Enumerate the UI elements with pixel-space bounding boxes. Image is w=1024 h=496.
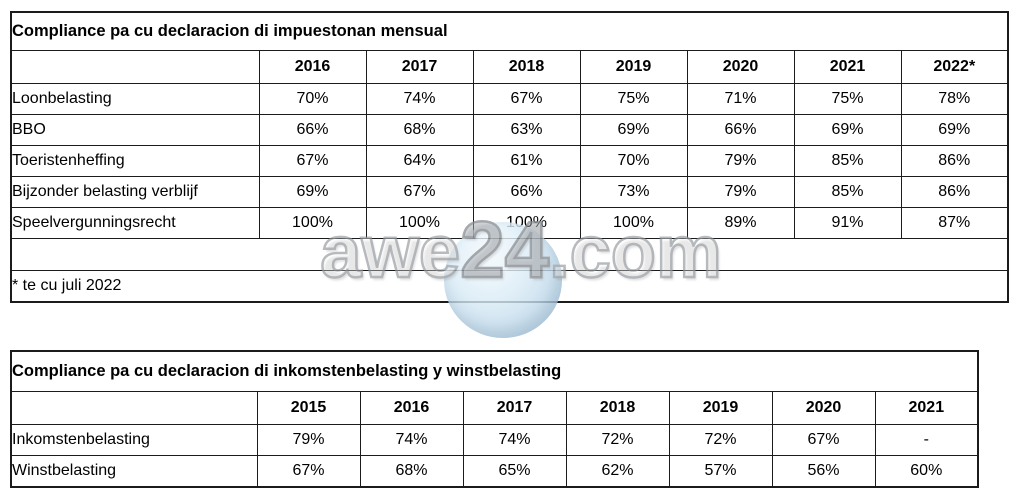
table-row: Loonbelasting 70% 74% 67% 75% 71% 75% 78% — [10, 83, 1009, 115]
year-header-cell: 2022* — [900, 50, 1009, 84]
value-cell: 66% — [258, 114, 367, 146]
value-cell: 67% — [258, 145, 367, 177]
row-label-cell: Inkomstenbelasting — [10, 424, 258, 456]
row-label-cell: Toeristenheffing — [10, 145, 260, 177]
value-cell: 70% — [258, 83, 367, 115]
value-cell: 65% — [462, 455, 567, 488]
value-cell: 85% — [793, 176, 902, 208]
table-title-row: Compliance pa cu declaracion di inkomste… — [10, 350, 979, 392]
year-header-cell: 2019 — [668, 391, 773, 425]
table-row: Toeristenheffing 67% 64% 61% 70% 79% 85% 86% — [10, 145, 1009, 177]
value-cell: 75% — [793, 83, 902, 115]
value-cell: 61% — [472, 145, 581, 177]
table-row: BBO 66% 68% 63% 69% 66% 69% 69% — [10, 114, 1009, 146]
value-cell: 57% — [668, 455, 773, 488]
table1-title: Compliance pa cu declaracion di impuesto… — [10, 11, 1009, 51]
monthly-tax-compliance-table: Compliance pa cu declaracion di impuesto… — [10, 11, 1010, 303]
value-cell: 66% — [472, 176, 581, 208]
year-header-cell: 2021 — [874, 391, 979, 425]
value-cell: 91% — [793, 207, 902, 239]
year-header-cell: 2018 — [472, 50, 581, 84]
value-cell: 86% — [900, 145, 1009, 177]
table-header-row: 2015 2016 2017 2018 2019 2020 2021 — [10, 391, 979, 425]
year-header-cell: 2021 — [793, 50, 902, 84]
table2-title: Compliance pa cu declaracion di inkomste… — [10, 350, 979, 392]
value-cell: 70% — [579, 145, 688, 177]
value-cell: 100% — [365, 207, 474, 239]
row-label-cell: Winstbelasting — [10, 455, 258, 488]
value-cell: 79% — [686, 176, 795, 208]
value-cell: 69% — [900, 114, 1009, 146]
year-header-cell: 2016 — [359, 391, 464, 425]
value-cell: 100% — [472, 207, 581, 239]
value-cell: 79% — [686, 145, 795, 177]
empty-spacer-cell — [10, 238, 1009, 271]
year-header-cell: 2017 — [365, 50, 474, 84]
value-cell: 67% — [256, 455, 361, 488]
value-cell: 100% — [579, 207, 688, 239]
table-row: Bijzonder belasting verblijf 69% 67% 66% 73%… — [10, 176, 1009, 208]
row-label-cell: Bijzonder belasting verblijf — [10, 176, 260, 208]
income-profit-tax-compliance-table: Compliance pa cu declaracion di inkomste… — [10, 350, 980, 488]
value-cell: 67% — [472, 83, 581, 115]
table-footnote-row: * te cu juli 2022 — [10, 270, 1009, 303]
value-cell: 86% — [900, 176, 1009, 208]
value-cell: 87% — [900, 207, 1009, 239]
value-cell: 85% — [793, 145, 902, 177]
value-cell: 74% — [462, 424, 567, 456]
table1-footnote: * te cu juli 2022 — [10, 270, 1009, 303]
value-cell: 68% — [365, 114, 474, 146]
value-cell: 72% — [668, 424, 773, 456]
value-cell: 56% — [771, 455, 876, 488]
value-cell: 63% — [472, 114, 581, 146]
row-label-cell: BBO — [10, 114, 260, 146]
table-header-row: 2016 2017 2018 2019 2020 2021 2022* — [10, 50, 1009, 84]
value-cell: - — [874, 424, 979, 456]
value-cell: 79% — [256, 424, 361, 456]
year-header-cell: 2018 — [565, 391, 670, 425]
value-cell: 66% — [686, 114, 795, 146]
value-cell: 64% — [365, 145, 474, 177]
year-header-cell: 2020 — [686, 50, 795, 84]
value-cell: 73% — [579, 176, 688, 208]
table-row: Speelvergunningsrecht 100% 100% 100% 100% 89%… — [10, 207, 1009, 239]
year-header-cell — [10, 391, 258, 425]
value-cell: 74% — [359, 424, 464, 456]
value-cell: 69% — [793, 114, 902, 146]
table-row: Inkomstenbelasting 79% 74% 74% 72% 72% 67% - — [10, 424, 979, 456]
year-header-cell: 2019 — [579, 50, 688, 84]
row-label-cell: Speelvergunningsrecht — [10, 207, 260, 239]
value-cell: 69% — [579, 114, 688, 146]
year-header-cell: 2015 — [256, 391, 361, 425]
value-cell: 89% — [686, 207, 795, 239]
table-row: Winstbelasting 67% 68% 65% 62% 57% 56% 60% — [10, 455, 979, 488]
year-header-cell — [10, 50, 260, 84]
table-empty-row — [10, 238, 1009, 271]
value-cell: 68% — [359, 455, 464, 488]
value-cell: 67% — [365, 176, 474, 208]
value-cell: 75% — [579, 83, 688, 115]
table-title-row: Compliance pa cu declaracion di impuesto… — [10, 11, 1009, 51]
value-cell: 71% — [686, 83, 795, 115]
value-cell: 60% — [874, 455, 979, 488]
value-cell: 100% — [258, 207, 367, 239]
year-header-cell: 2016 — [258, 50, 367, 84]
year-header-cell: 2017 — [462, 391, 567, 425]
value-cell: 78% — [900, 83, 1009, 115]
value-cell: 67% — [771, 424, 876, 456]
value-cell: 74% — [365, 83, 474, 115]
row-label-cell: Loonbelasting — [10, 83, 260, 115]
year-header-cell: 2020 — [771, 391, 876, 425]
value-cell: 62% — [565, 455, 670, 488]
value-cell: 72% — [565, 424, 670, 456]
value-cell: 69% — [258, 176, 367, 208]
